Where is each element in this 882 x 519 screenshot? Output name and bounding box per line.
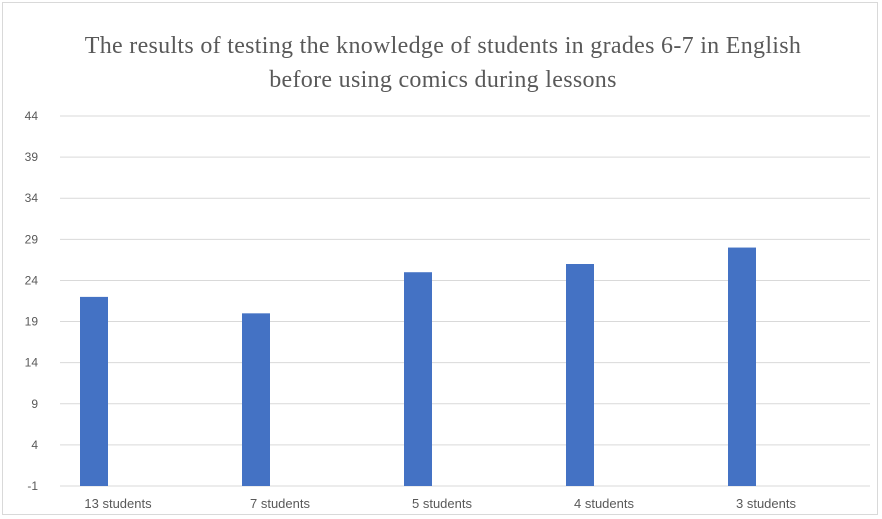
x-tick-label: 4 students bbox=[574, 496, 634, 511]
x-tick-label: 5 students bbox=[412, 496, 472, 511]
bar bbox=[566, 264, 594, 486]
x-tick-label: 7 students bbox=[250, 496, 310, 511]
y-tick-label: 24 bbox=[25, 273, 39, 287]
bar bbox=[728, 247, 756, 486]
bar bbox=[404, 272, 432, 486]
y-tick-label: 44 bbox=[25, 109, 39, 123]
x-tick-label: 3 students bbox=[736, 496, 796, 511]
chart-title: The results of testing the knowledge of … bbox=[84, 33, 802, 93]
y-tick-label: 4 bbox=[31, 438, 38, 452]
y-tick-label: 39 bbox=[25, 150, 39, 164]
bar bbox=[80, 296, 108, 486]
x-axis: 13 students 7 students 5 students 4 student… bbox=[84, 496, 796, 511]
bars bbox=[80, 247, 756, 486]
y-tick-label: 14 bbox=[25, 356, 39, 370]
y-tick-label: -1 bbox=[27, 479, 38, 493]
y-tick-label: 9 bbox=[31, 397, 38, 411]
y-tick-label: 34 bbox=[25, 191, 39, 205]
y-axis: -1 4 9 14 19 24 29 34 39 44 bbox=[25, 109, 39, 493]
bar bbox=[242, 313, 270, 486]
y-tick-label: 19 bbox=[25, 315, 39, 329]
y-tick-label: 29 bbox=[25, 232, 39, 246]
x-tick-label: 13 students bbox=[84, 496, 152, 511]
